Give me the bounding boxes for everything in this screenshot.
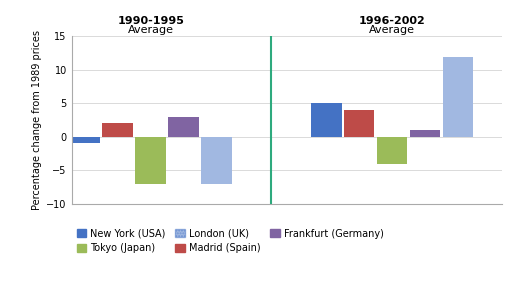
- Bar: [311, 103, 342, 137]
- Bar: [135, 137, 166, 184]
- Bar: [102, 123, 133, 137]
- Bar: [442, 57, 473, 137]
- Text: 1996-2002: 1996-2002: [359, 16, 425, 26]
- Text: 1990-1995: 1990-1995: [117, 16, 184, 26]
- Bar: [201, 137, 232, 184]
- Legend: New York (USA), Tokyo (Japan), London (UK), Madrid (Spain), Frankfurt (Germany): New York (USA), Tokyo (Japan), London (U…: [76, 229, 383, 254]
- Text: Average: Average: [369, 25, 415, 35]
- Bar: [410, 130, 440, 137]
- Bar: [442, 57, 473, 137]
- Text: Average: Average: [127, 25, 174, 35]
- Bar: [201, 137, 232, 184]
- Bar: [168, 117, 199, 137]
- Bar: [344, 110, 374, 137]
- Y-axis label: Percentage change from 1989 prices: Percentage change from 1989 prices: [32, 30, 42, 210]
- Bar: [377, 137, 408, 164]
- Bar: [70, 137, 100, 143]
